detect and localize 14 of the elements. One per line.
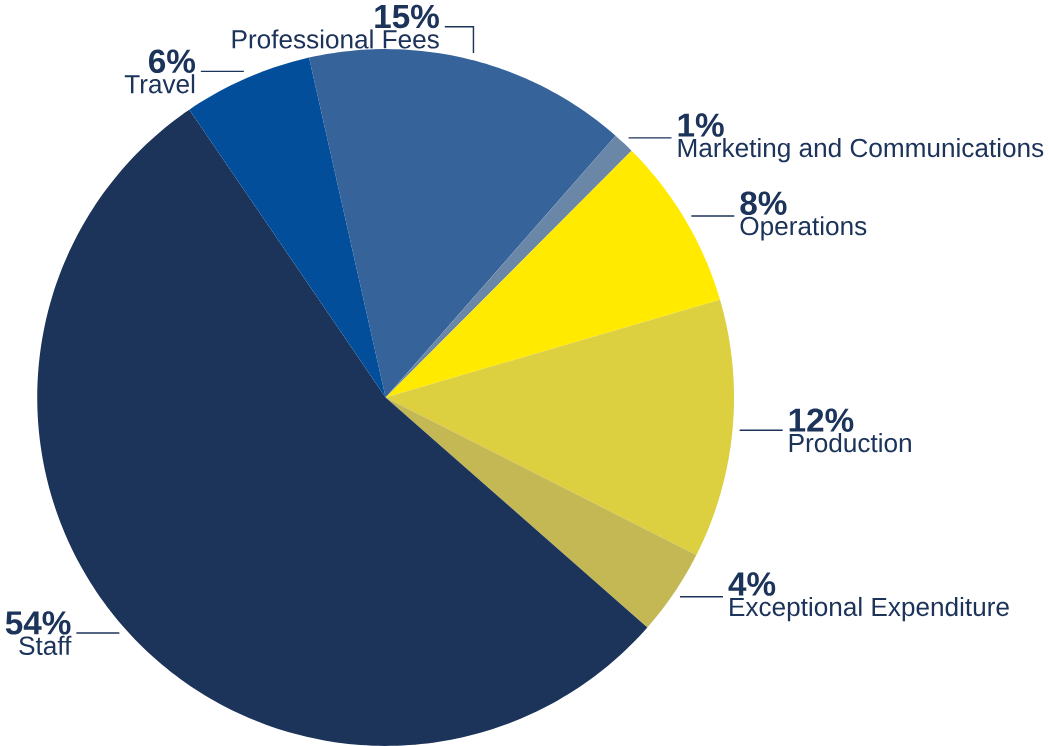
slice-label: Production (789, 433, 911, 453)
slice-label: Operations (740, 216, 867, 241)
data-label: 8% (740, 191, 787, 215)
data-label: 4% (728, 572, 776, 596)
slice-label: Marketing and Communications (678, 138, 1044, 163)
slice-label: Exceptional Expenditure (730, 596, 1009, 622)
slice-label: Staff (19, 635, 72, 656)
data-label: 12% (789, 408, 854, 432)
slice-label: Professional Fees (232, 29, 439, 49)
slice-label: Travel (124, 74, 195, 94)
data-label: 54% (5, 611, 71, 635)
data-label: 6% (149, 49, 196, 74)
data-label: 15% (375, 4, 439, 29)
data-label: 1% (678, 113, 724, 137)
